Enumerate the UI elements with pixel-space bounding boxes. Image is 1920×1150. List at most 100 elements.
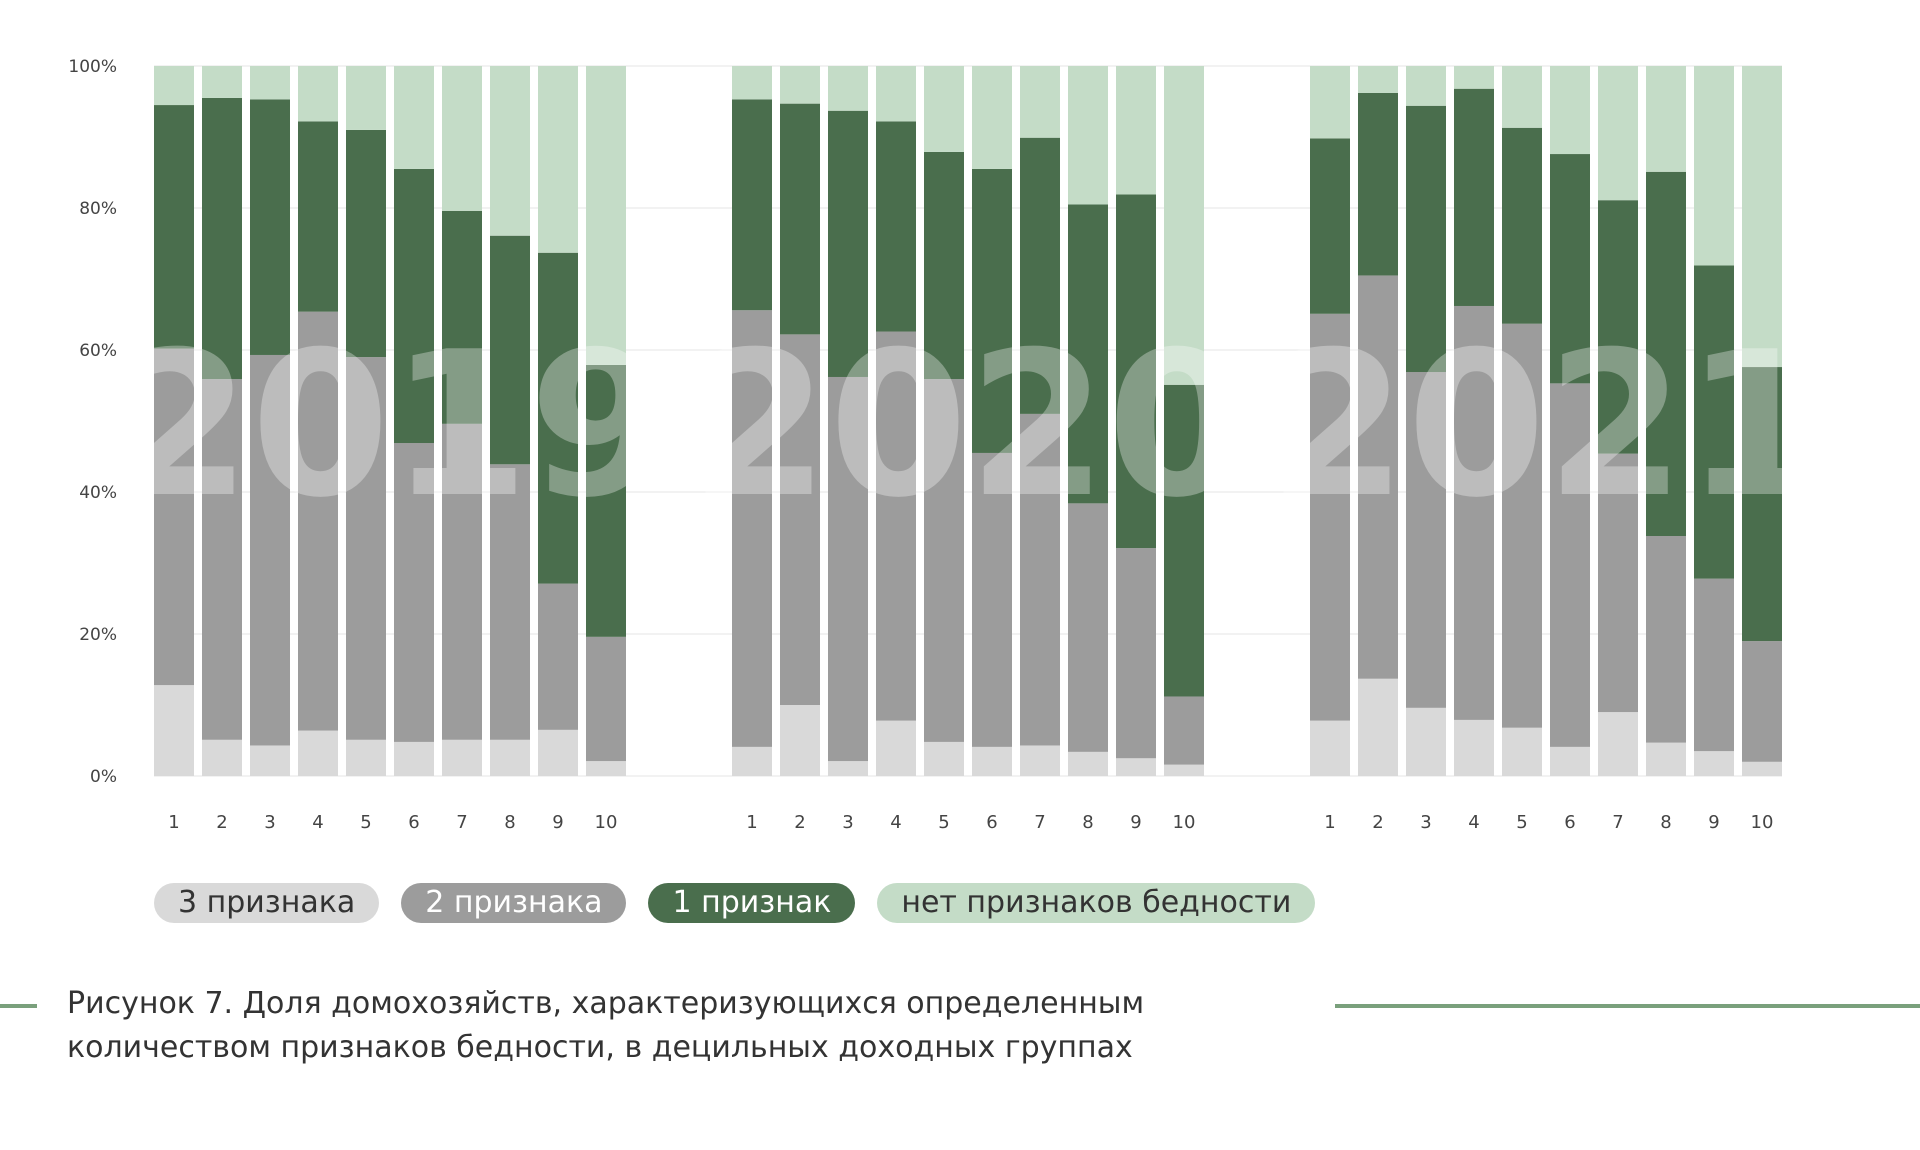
bar-segment	[780, 66, 820, 104]
bar-segment	[780, 705, 820, 776]
bar-segment	[828, 66, 868, 111]
x-tick-label: 8	[1660, 812, 1671, 833]
bar-segment	[442, 423, 482, 740]
bar-segment	[1694, 578, 1734, 752]
bar-segment	[442, 66, 482, 211]
bar-segment	[1068, 751, 1108, 776]
bar-segment	[1116, 194, 1156, 549]
bar-segment	[1116, 758, 1156, 776]
bar-segment	[586, 364, 626, 637]
bar-segment	[490, 464, 530, 740]
x-tick-label: 7	[456, 812, 467, 833]
bar-segment	[202, 66, 242, 98]
bar-segment	[250, 354, 290, 746]
x-tick-label: 7	[1612, 812, 1623, 833]
bar-segment	[1358, 92, 1398, 276]
bar-segment	[346, 66, 386, 130]
bar-segment	[924, 741, 964, 776]
bar-segment	[1694, 751, 1734, 776]
x-tick-label: 4	[1468, 812, 1479, 833]
bar-segment	[250, 66, 290, 100]
bar-segment	[154, 105, 194, 349]
bar-segment	[828, 110, 868, 377]
bar-segment	[298, 66, 338, 122]
bar-segment	[1502, 323, 1542, 728]
bar-segment	[1694, 66, 1734, 266]
bar-segment	[1068, 204, 1108, 504]
bar-segment	[538, 729, 578, 776]
caption-line-2: количеством признаков бедности, в дециль…	[67, 1030, 1133, 1065]
y-tick-label: 20%	[79, 625, 117, 645]
year-watermark: 2019	[112, 309, 669, 542]
bar-segment	[586, 636, 626, 762]
bar-segment	[154, 685, 194, 776]
x-tick-label: 2	[794, 812, 805, 833]
bar-segment	[1164, 764, 1204, 776]
x-tick-label: 8	[504, 812, 515, 833]
bar-segment	[202, 97, 242, 380]
bar-segment	[1068, 66, 1108, 205]
bar-segment	[490, 739, 530, 776]
x-tick-label: 6	[1564, 812, 1575, 833]
x-tick-label: 10	[1173, 812, 1196, 833]
bar-segment	[1454, 66, 1494, 89]
bar-segment	[1502, 727, 1542, 776]
y-tick-label: 40%	[79, 483, 117, 503]
x-tick-label: 5	[1516, 812, 1527, 833]
bar-segment	[1646, 536, 1686, 743]
bar-segment	[394, 168, 434, 444]
legend: 3 признака 2 признака 1 признак нет приз…	[154, 883, 1316, 923]
bar-segment	[394, 66, 434, 169]
x-tick-label: 2	[1372, 812, 1383, 833]
x-tick-label: 10	[1751, 812, 1774, 833]
bar-segment	[828, 761, 868, 776]
bar-segment	[1598, 200, 1638, 454]
bar-segment	[442, 210, 482, 424]
x-tick-label: 8	[1082, 812, 1093, 833]
bar-segment	[876, 720, 916, 776]
caption-rule-right	[1335, 1004, 1920, 1008]
bar-segment	[1598, 453, 1638, 713]
bar-segment	[394, 443, 434, 742]
bar-segment	[1598, 66, 1638, 201]
x-tick-label: 4	[312, 812, 323, 833]
bar-segment	[1598, 712, 1638, 776]
legend-no-signs: нет признаков бедности	[877, 883, 1316, 923]
bar-segment	[1406, 707, 1446, 776]
x-tick-label: 1	[1324, 812, 1335, 833]
bar-segment	[1502, 127, 1542, 324]
legend-2-signs: 2 признака	[401, 883, 627, 923]
bar-segment	[202, 379, 242, 740]
x-tick-label: 3	[842, 812, 853, 833]
x-tick-label: 1	[746, 812, 757, 833]
bar-segment	[586, 761, 626, 776]
y-tick-label: 60%	[79, 341, 117, 361]
bar-segment	[1310, 313, 1350, 721]
bar-segment	[154, 66, 194, 106]
bar-segment	[1020, 413, 1060, 746]
bar-segment	[490, 66, 530, 236]
caption-rule-left	[0, 1004, 37, 1008]
bar-segment	[1742, 367, 1782, 642]
x-tick-label: 6	[986, 812, 997, 833]
x-tick-label: 9	[552, 812, 563, 833]
figure-caption: Рисунок 7. Доля домохозяйств, характериз…	[67, 982, 1144, 1070]
x-tick-label: 9	[1130, 812, 1141, 833]
bar-segment	[732, 746, 772, 776]
x-tick-label: 1	[168, 812, 179, 833]
bar-segment	[732, 66, 772, 100]
bar-segment	[1742, 66, 1782, 368]
bar-segment	[1646, 171, 1686, 537]
y-tick-label: 80%	[79, 199, 117, 219]
bar-segment	[780, 103, 820, 335]
bar-segment	[250, 99, 290, 355]
bar-segment	[924, 66, 964, 152]
x-tick-label: 6	[408, 812, 419, 833]
bar-segment	[1406, 66, 1446, 106]
bar-segment	[1358, 66, 1398, 93]
bar-segment	[538, 252, 578, 584]
bar-segment	[490, 235, 530, 465]
bar-segment	[538, 583, 578, 730]
bar-segment	[298, 730, 338, 776]
